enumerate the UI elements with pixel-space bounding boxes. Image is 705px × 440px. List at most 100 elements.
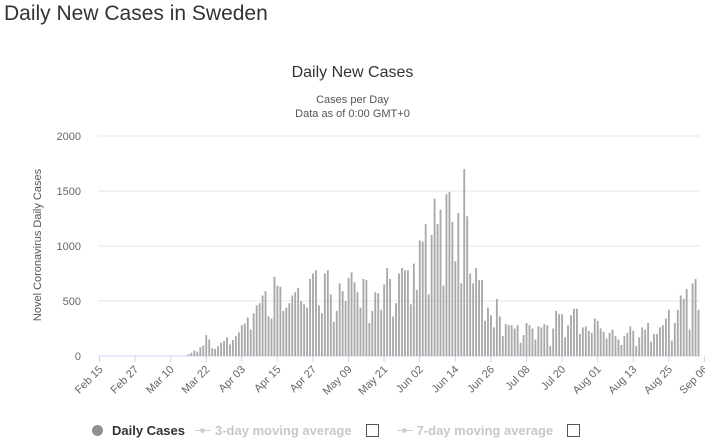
bar[interactable] — [573, 308, 575, 356]
bar[interactable] — [220, 342, 222, 356]
bar[interactable] — [264, 291, 267, 356]
bar[interactable] — [347, 277, 350, 356]
bar[interactable] — [326, 270, 329, 356]
bar[interactable] — [217, 346, 220, 356]
bar[interactable] — [498, 316, 501, 356]
bar[interactable] — [309, 279, 311, 356]
bar[interactable] — [442, 285, 445, 356]
bar[interactable] — [507, 325, 510, 356]
bar[interactable] — [632, 330, 635, 356]
bar[interactable] — [412, 263, 415, 356]
bar[interactable] — [291, 295, 294, 357]
bar[interactable] — [552, 328, 555, 357]
bar[interactable] — [276, 285, 279, 356]
bar[interactable] — [415, 290, 418, 356]
bar[interactable] — [401, 268, 403, 356]
bar[interactable] — [608, 332, 611, 356]
bar[interactable] — [484, 320, 486, 356]
bar[interactable] — [395, 303, 397, 356]
bar[interactable] — [202, 345, 205, 356]
bar[interactable] — [567, 325, 569, 356]
bar[interactable] — [501, 336, 504, 356]
bar[interactable] — [261, 295, 264, 357]
bar[interactable] — [246, 317, 249, 357]
bar[interactable] — [421, 241, 424, 356]
bar[interactable] — [232, 340, 234, 356]
bar[interactable] — [205, 335, 208, 356]
bar[interactable] — [537, 326, 540, 356]
bar[interactable] — [255, 305, 258, 356]
bar[interactable] — [590, 332, 593, 356]
toggle-7day-checkbox[interactable] — [567, 423, 581, 437]
bar[interactable] — [294, 292, 297, 356]
bar[interactable] — [306, 307, 308, 356]
bar[interactable] — [303, 304, 306, 356]
bar[interactable] — [285, 307, 288, 356]
bar[interactable] — [602, 331, 605, 356]
bar[interactable] — [478, 280, 480, 356]
bar[interactable] — [380, 309, 383, 356]
bar[interactable] — [454, 261, 457, 356]
bar[interactable] — [626, 332, 629, 356]
bar[interactable] — [315, 270, 317, 356]
bar[interactable] — [273, 276, 276, 356]
bar[interactable] — [350, 272, 353, 356]
bar[interactable] — [620, 345, 623, 356]
bar[interactable] — [409, 304, 412, 356]
bar[interactable] — [427, 294, 430, 356]
bar[interactable] — [288, 303, 291, 356]
toggle-3day-checkbox[interactable] — [365, 423, 379, 437]
bar[interactable] — [226, 337, 228, 356]
bar[interactable] — [433, 198, 436, 356]
bar[interactable] — [196, 351, 199, 356]
bar[interactable] — [691, 283, 694, 356]
bar[interactable] — [312, 273, 314, 357]
bar[interactable] — [249, 329, 252, 356]
bar[interactable] — [599, 328, 602, 357]
bar[interactable] — [353, 282, 356, 356]
bar[interactable] — [593, 318, 596, 356]
bar[interactable] — [685, 288, 688, 356]
bar[interactable] — [519, 342, 522, 356]
bar[interactable] — [323, 273, 326, 357]
bar[interactable] — [418, 240, 421, 357]
bar[interactable] — [320, 313, 323, 356]
bar[interactable] — [576, 308, 578, 356]
bar[interactable] — [676, 309, 679, 356]
bar[interactable] — [656, 334, 658, 356]
bar[interactable] — [641, 327, 644, 356]
bar[interactable] — [584, 326, 587, 356]
bar[interactable] — [492, 327, 495, 356]
bar[interactable] — [644, 329, 647, 356]
bar[interactable] — [460, 283, 463, 356]
bar[interactable] — [543, 324, 546, 356]
bar[interactable] — [383, 284, 386, 357]
bar[interactable] — [190, 352, 193, 356]
bar[interactable] — [475, 268, 478, 356]
bar[interactable] — [682, 298, 685, 356]
bar[interactable] — [436, 224, 439, 356]
bar[interactable] — [252, 313, 255, 356]
bar[interactable] — [448, 192, 451, 356]
bar[interactable] — [629, 326, 632, 356]
legend-item-3day-average[interactable]: 3-day moving average — [195, 423, 352, 438]
bar[interactable] — [561, 314, 564, 356]
bar[interactable] — [392, 316, 394, 356]
bar[interactable] — [564, 337, 566, 356]
bar[interactable] — [329, 294, 332, 356]
bar[interactable] — [638, 337, 641, 356]
bar[interactable] — [300, 301, 303, 356]
bar[interactable] — [368, 323, 371, 356]
bar[interactable] — [688, 329, 691, 356]
bar[interactable] — [332, 321, 335, 356]
bar[interactable] — [234, 336, 237, 356]
bar[interactable] — [297, 287, 300, 356]
bar[interactable] — [193, 350, 196, 357]
bar[interactable] — [445, 194, 448, 356]
bar[interactable] — [341, 291, 344, 356]
bar[interactable] — [451, 221, 454, 356]
bar[interactable] — [430, 235, 433, 356]
bar[interactable] — [466, 216, 469, 356]
bar[interactable] — [365, 280, 368, 356]
bar[interactable] — [362, 279, 365, 356]
